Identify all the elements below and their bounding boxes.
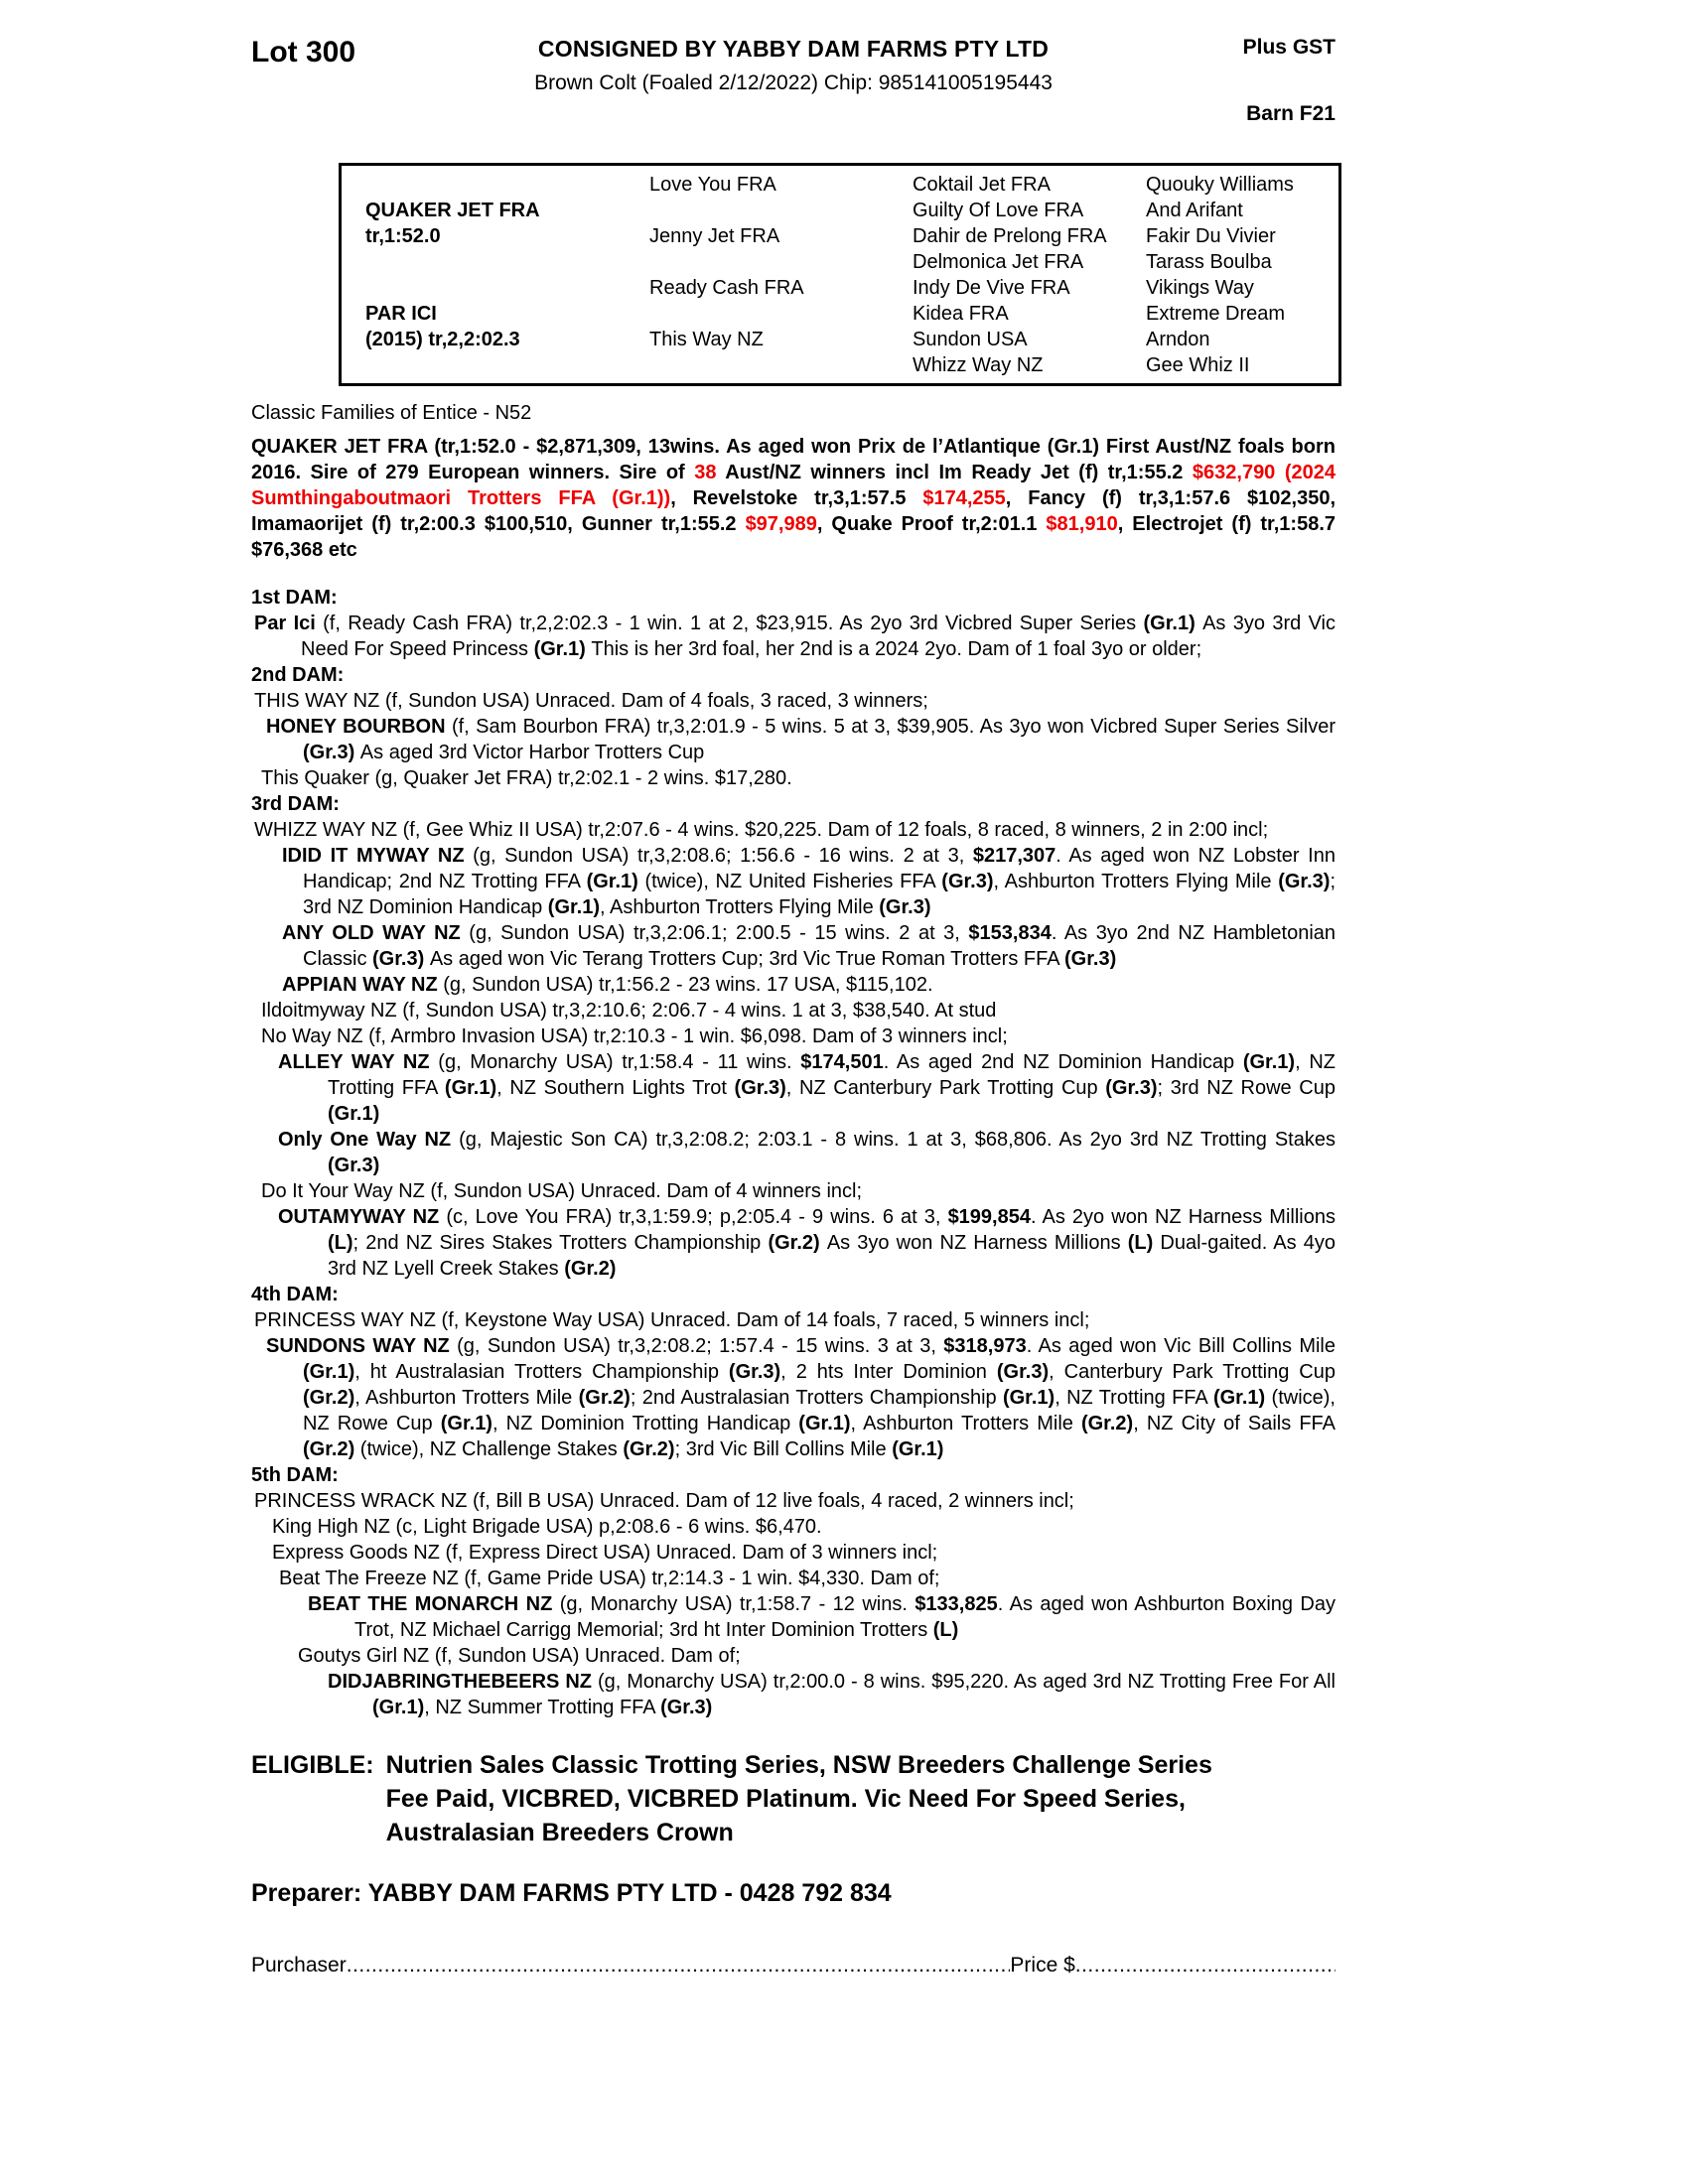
pedigree-gen3-column: Coktail Jet FRA Guilty Of Love FRA Dahir… [913,172,1146,378]
pedigree-paragraph: APPIAN WAY NZ (g, Sundon USA) tr,1:56.2 … [282,974,933,996]
pedigree-ancestor: Quouky Williams [1146,174,1294,196]
dam-sections: 1st DAM: Par Ici (f, Ready Cash FRA) tr,2… [251,585,1336,1720]
eligibility-block: ELIGIBLE: Nutrien Sales Classic Trotting… [251,1748,1336,1849]
pedigree-paragraph: DIDJABRINGTHEBEERS NZ (g, Monarchy USA) … [328,1671,1336,1718]
preparer-line: Preparer: YABBY DAM FARMS PTY LTD - 0428… [251,1879,892,1907]
pedigree-ancestor: Whizz Way NZ [913,354,1044,376]
dam-name: PAR ICI [365,303,437,325]
pedigree-ancestor: Tarass Boulba [1146,251,1272,273]
purchaser-price-line: Purchaser Price $ [251,1954,1336,1978]
sire-block: QUAKER JET FRA tr,1:52.0 [365,198,649,249]
pedigree-ancestor: Gee Whiz II [1146,354,1250,376]
pedigree-ancestor: And Arifant [1146,200,1243,221]
sire-record: tr,1:52.0 [365,225,441,247]
barn-label: Barn F21 [1246,102,1336,125]
pedigree-ancestor: Extreme Dream [1146,303,1286,325]
pedigree-paragraph: Ildoitmyway NZ (f, Sundon USA) tr,3,2:10… [261,1000,997,1022]
plus-gst-label: Plus GST [1242,36,1336,59]
pedigree-paragraph: OUTAMYWAY NZ (c, Love You FRA) tr,3,1:59… [278,1206,1336,1280]
pedigree-table: QUAKER JET FRA tr,1:52.0 PAR ICI (2015) … [339,163,1341,386]
pedigree-ancestor: Coktail Jet FRA [913,174,1051,196]
pedigree-paragraph: This Quaker (g, Quaker Jet FRA) tr,2:02.… [261,767,792,789]
pedigree-paragraph: HONEY BOURBON (f, Sam Bourbon FRA) tr,3,… [266,716,1336,763]
pedigree-ancestor: Vikings Way [1146,277,1254,299]
pedigree-ancestor: Sundon USA [913,329,1028,350]
pedigree-paragraph: Goutys Girl NZ (f, Sundon USA) Unraced. … [298,1645,741,1667]
lot-number: Lot 300 [251,36,356,68]
horse-description: Brown Colt (Foaled 2/12/2022) Chip: 9851… [534,71,1053,94]
pedigree-ancestor: Dahir de Prelong FRA [913,225,1107,247]
price-label: Price $ [1010,1954,1075,1977]
eligible-line: Nutrien Sales Classic Trotting Series, N… [385,1751,1212,1779]
pedigree-ancestor: Kidea FRA [913,303,1009,325]
dam-record: (2015) tr,2,2:02.3 [365,329,520,350]
purchaser-label: Purchaser [251,1954,347,1977]
sire-summary-paragraph: QUAKER JET FRA (tr,1:52.0 - $2,871,309, … [251,436,1336,561]
dam-section-heading: 5th DAM: [251,1464,339,1486]
pedigree-ancestor: Delmonica Jet FRA [913,251,1084,273]
eligible-label: ELIGIBLE: [251,1751,374,1779]
dam-block: PAR ICI (2015) tr,2,2:02.3 [365,301,649,352]
eligible-series-list: Nutrien Sales Classic Trotting Series, N… [386,1748,1212,1849]
pedigree-ancestor: Indy De Vive FRA [913,277,1070,299]
pedigree-ancestor: Love You FRA [649,174,776,196]
pedigree-paragraph: PRINCESS WAY NZ (f, Keystone Way USA) Un… [254,1309,1090,1331]
pedigree-ancestor: Ready Cash FRA [649,277,804,299]
pedigree-gen4-column: Quouky Williams And Arifant Fakir Du Viv… [1146,172,1338,378]
pedigree-paragraph: King High NZ (c, Light Brigade USA) p,2:… [272,1516,822,1538]
dam-section-heading: 4th DAM: [251,1284,339,1305]
pedigree-paragraph: IDID IT MYWAY NZ (g, Sundon USA) tr,3,2:… [282,845,1336,918]
dam-section-heading: 2nd DAM: [251,664,345,686]
pedigree-gen2-column: Love You FRA Jenny Jet FRA Ready Cash FR… [649,172,913,378]
pedigree-paragraph: SUNDONS WAY NZ (g, Sundon USA) tr,3,2:08… [266,1335,1336,1460]
dam-section-heading: 3rd DAM: [251,793,340,815]
pedigree-paragraph: ANY OLD WAY NZ (g, Sundon USA) tr,3,2:06… [282,922,1336,970]
pedigree-ancestor: Fakir Du Vivier [1146,225,1276,247]
pedigree-paragraph: Do It Your Way NZ (f, Sundon USA) Unrace… [261,1180,863,1202]
pedigree-paragraph: BEAT THE MONARCH NZ (g, Monarchy USA) tr… [308,1593,1336,1641]
sire-name: QUAKER JET FRA [365,200,540,221]
family-note: Classic Families of Entice - N52 [251,402,532,424]
pedigree-ancestor: Guilty Of Love FRA [913,200,1084,221]
consignor-title: CONSIGNED BY YABBY DAM FARMS PTY LTD [537,36,1050,62]
pedigree-paragraph: Par Ici (f, Ready Cash FRA) tr,2,2:02.3 … [254,613,1336,660]
pedigree-ancestor: Arndon [1146,329,1210,350]
pedigree-parents-column: QUAKER JET FRA tr,1:52.0 PAR ICI (2015) … [342,172,649,378]
pedigree-paragraph: ALLEY WAY NZ (g, Monarchy USA) tr,1:58.4… [278,1051,1336,1125]
purchaser-write-in-line [347,1954,1011,1978]
pedigree-ancestor: Jenny Jet FRA [649,225,780,247]
dam-section-heading: 1st DAM: [251,587,338,609]
pedigree-paragraph: THIS WAY NZ (f, Sundon USA) Unraced. Dam… [254,690,928,712]
pedigree-paragraph: PRINCESS WRACK NZ (f, Bill B USA) Unrace… [254,1490,1074,1512]
pedigree-paragraph: No Way NZ (f, Armbro Invasion USA) tr,2:… [261,1025,1008,1047]
pedigree-ancestor: This Way NZ [649,329,764,350]
header-right: Plus GST Barn F21 [1243,36,1336,126]
eligible-line: Fee Paid, VICBRED, VICBRED Platinum. Vic… [385,1785,1186,1813]
page-header: Lot 300 CONSIGNED BY YABBY DAM FARMS PTY… [251,36,1336,131]
eligible-line: Australasian Breeders Crown [385,1819,734,1846]
pedigree-paragraph: Beat The Freeze NZ (f, Game Pride USA) t… [279,1568,940,1589]
pedigree-paragraph: WHIZZ WAY NZ (f, Gee Whiz II USA) tr,2:0… [254,819,1269,841]
pedigree-paragraph: Only One Way NZ (g, Majestic Son CA) tr,… [278,1129,1336,1176]
pedigree-paragraph: Express Goods NZ (f, Express Direct USA)… [272,1542,938,1564]
price-write-in-line [1075,1954,1336,1978]
header-center: CONSIGNED BY YABBY DAM FARMS PTY LTD Bro… [251,36,1336,95]
